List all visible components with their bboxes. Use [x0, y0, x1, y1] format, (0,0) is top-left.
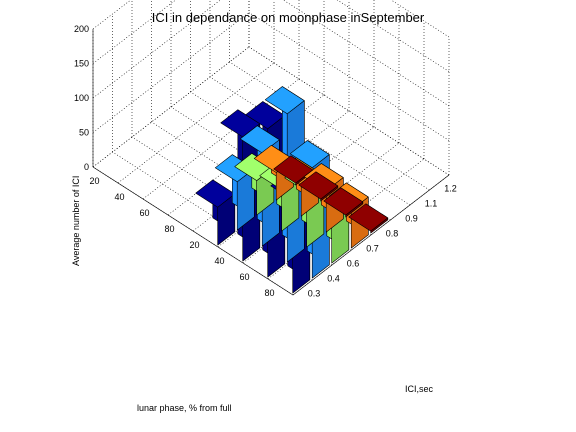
- bar: [298, 171, 339, 202]
- grid-line: [282, 0, 450, 107]
- z-tick-label: 0: [84, 162, 89, 172]
- bar: [348, 203, 389, 234]
- y-axis-line: [292, 174, 450, 296]
- bar-top-face: [264, 86, 305, 115]
- z-tick-label: 150: [74, 59, 89, 69]
- x-tick-label: 40: [214, 256, 224, 266]
- z-axis-label: Average number of ICI: [71, 176, 81, 266]
- bar: [323, 187, 364, 218]
- grid-line: [229, 61, 430, 191]
- z-tick-label: 50: [79, 128, 89, 138]
- bar-top-face: [323, 187, 364, 216]
- x-tick-label: 80: [164, 224, 174, 234]
- y-tick-label: 1.1: [425, 199, 438, 209]
- x-tick-label: 40: [114, 192, 124, 202]
- bar-top-face: [245, 101, 286, 130]
- labels-layer: ICI in dependance on moonphase inSeptemb…: [71, 10, 457, 413]
- bar: [195, 179, 236, 246]
- z-tick-label: 100: [74, 93, 89, 103]
- y-tick-label: 1.2: [444, 184, 457, 194]
- y-tick-label: 0.6: [347, 259, 360, 269]
- grid-line: [248, 46, 450, 176]
- chart-title: ICI in dependance on moonphase inSeptemb…: [152, 10, 425, 25]
- grid-line: [209, 76, 411, 206]
- bar-top-face: [239, 125, 280, 154]
- bar-top-face: [298, 171, 339, 200]
- bar-top-face: [348, 203, 389, 232]
- grid-line: [248, 12, 450, 141]
- y-tick-label: 0.9: [405, 214, 418, 224]
- x-tick-label: 60: [239, 272, 249, 282]
- grid-line: [390, 0, 450, 38]
- y-tick-label: 0.4: [327, 274, 340, 284]
- y-tick-label: 0.7: [366, 244, 379, 254]
- x-tick-label: 60: [139, 208, 149, 218]
- x-axis-line: [92, 166, 294, 296]
- z-tick-label: 200: [74, 24, 89, 34]
- bar-top-face: [195, 179, 236, 208]
- y-axis-label: ICI,sec: [405, 384, 434, 394]
- grid-line: [336, 0, 450, 72]
- y-tick-label: 0.8: [386, 229, 399, 239]
- bars-layer: [195, 86, 389, 294]
- y-tick-label: 0.3: [308, 289, 321, 299]
- x-tick-label: 80: [264, 288, 274, 298]
- x-axis-label: lunar phase, % from full: [137, 403, 232, 413]
- x-tick-label: 20: [189, 240, 199, 250]
- x-tick-label: 20: [89, 176, 99, 186]
